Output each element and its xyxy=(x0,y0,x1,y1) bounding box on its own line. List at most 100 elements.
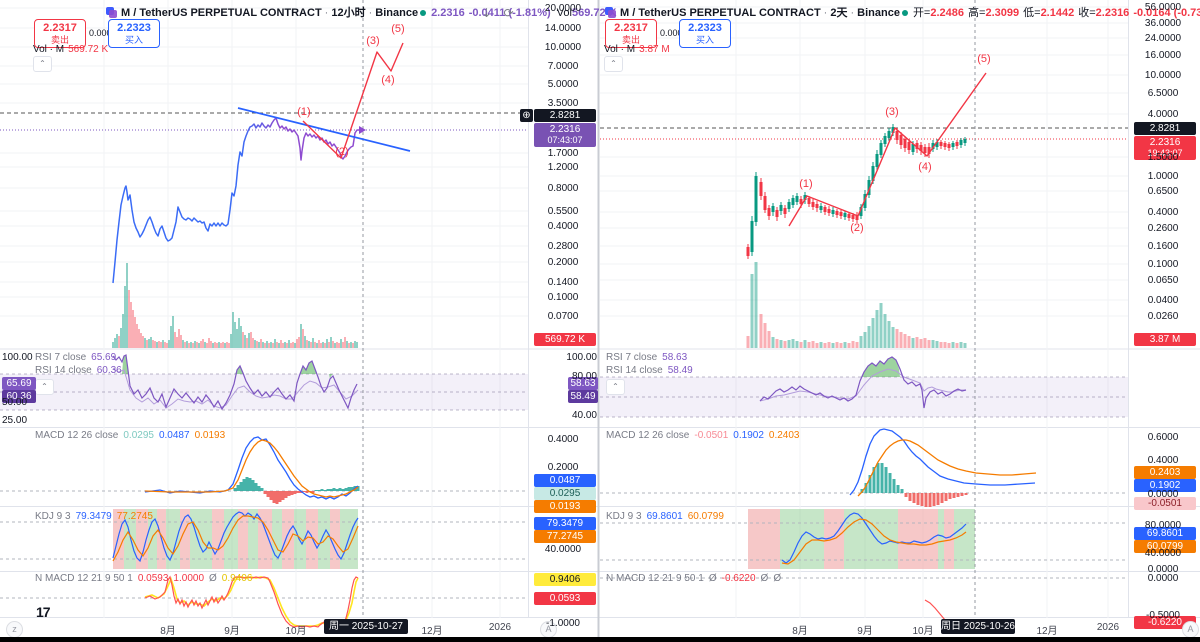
macd-scale-label[interactable]: 0.0000 xyxy=(1147,489,1179,500)
rsi7-label-row[interactable]: RSI 7 close 58.63 xyxy=(606,352,688,363)
kdj-k-badge: 79.3479 xyxy=(534,517,596,530)
price-scale-label[interactable]: 3.5000 xyxy=(547,98,579,109)
collapse-rsi-button[interactable]: ⌃ xyxy=(35,379,54,395)
kdj-scale-label[interactable]: 40.0000 xyxy=(1144,548,1182,559)
add-alert-plus-icon[interactable]: ⊕ xyxy=(520,109,533,122)
price-scale-label[interactable]: 7.0000 xyxy=(547,61,579,72)
time-axis-label[interactable]: 12月 xyxy=(1036,626,1058,637)
macd-scale-label[interactable]: 0.6000 xyxy=(1147,432,1179,443)
price-scale-label[interactable]: 0.6500 xyxy=(1147,186,1179,197)
price-scale-label[interactable]: 4.0000 xyxy=(1147,109,1179,120)
kdj-scale-label[interactable]: 40.0000 xyxy=(544,544,582,555)
upper-price-badge: 2.8281 xyxy=(1134,122,1196,135)
rsi-scale-label[interactable]: 100.00 xyxy=(2,352,33,363)
price-scale-label[interactable]: 0.1400 xyxy=(547,277,579,288)
nmacd-scale-label[interactable]: 0.0000 xyxy=(1147,573,1179,584)
price-scale-label[interactable]: 0.0260 xyxy=(1147,311,1179,322)
time-axis-label[interactable]: 9月 xyxy=(857,626,873,637)
price-scale-label[interactable]: 0.4000 xyxy=(547,221,579,232)
price-scale-label[interactable]: 20.0000 xyxy=(544,3,582,14)
interval-label[interactable]: 12小时 xyxy=(331,7,366,19)
price-scale-label[interactable]: 14.0000 xyxy=(544,23,582,34)
kdj-scale-label[interactable]: 80.0000 xyxy=(1144,520,1182,531)
price-scale-label[interactable]: 0.0650 xyxy=(1147,275,1179,286)
macd-badge: 0.1902 xyxy=(1134,479,1196,492)
nmacd-label-row[interactable]: N MACD 12 21 9 50 1 Ø -0.6220 Ø Ø xyxy=(606,573,782,584)
macd-scale-label[interactable]: 0.4000 xyxy=(1147,455,1179,466)
time-axis-label[interactable]: 2026 xyxy=(1096,622,1120,633)
price-scale-label[interactable]: 0.4000 xyxy=(1147,207,1179,218)
price-scale-label[interactable]: 0.2600 xyxy=(1147,223,1179,234)
macd-scale-label[interactable]: 0.2000 xyxy=(547,462,579,473)
right-a-button[interactable]: A xyxy=(1182,621,1199,638)
time-axis-label[interactable]: 9月 xyxy=(224,626,240,637)
time-axis-label[interactable]: 8月 xyxy=(160,626,176,637)
price-scale-label[interactable]: 0.5500 xyxy=(547,206,579,217)
price-scale-label[interactable]: 0.1000 xyxy=(547,292,579,303)
left-z-button[interactable]: z xyxy=(6,621,23,638)
time-axis-label[interactable]: 2026 xyxy=(488,622,512,633)
rsi14-label-row[interactable]: RSI 14 close 60.36 xyxy=(35,365,122,376)
rsi-scale-label[interactable]: 40.00 xyxy=(571,410,597,421)
rsi-scale-label[interactable]: 25.00 xyxy=(2,415,28,426)
symbol-name[interactable]: M / TetherUS PERPETUAL CONTRACT xyxy=(620,7,821,19)
kdj-d-badge: 60.0799 xyxy=(1134,540,1196,553)
price-scale-label[interactable]: 6.5000 xyxy=(1147,88,1179,99)
price-scale-label[interactable]: 10.0000 xyxy=(544,42,582,53)
nmacd-scale-label[interactable]: -0.5000 xyxy=(1146,610,1180,621)
rsi7-label-row[interactable]: RSI 7 close 65.69 xyxy=(35,352,117,363)
nmacd-scale-label[interactable]: -1.0000 xyxy=(546,618,580,629)
rsi-scale-label[interactable]: 100.00 xyxy=(566,352,597,363)
price-scale-label[interactable]: 0.1000 xyxy=(1147,259,1179,270)
sell-button[interactable]: 2.2317 卖出 xyxy=(605,19,657,48)
price-scale-label[interactable]: 10.0000 xyxy=(1144,70,1182,81)
price-scale-label[interactable]: 0.0700 xyxy=(547,311,579,322)
price-scale-label[interactable]: 0.8000 xyxy=(547,183,579,194)
rsi-scale-label[interactable]: 80.00 xyxy=(571,371,597,382)
price-scale-label[interactable]: 0.0400 xyxy=(1147,295,1179,306)
tradingview-logo[interactable]: 17 xyxy=(36,604,51,620)
price-scale-label[interactable]: 1.7000 xyxy=(547,148,579,159)
price-scale-label[interactable]: 36.0000 xyxy=(1144,18,1182,29)
rsi-scale-label[interactable]: 50.00 xyxy=(2,397,28,408)
time-axis-label[interactable]: 12月 xyxy=(421,626,443,637)
price-scale-label[interactable]: 56.0000 xyxy=(1144,2,1182,13)
rsi7-badge: 58.63 xyxy=(568,377,598,390)
rsi14-badge: 58.49 xyxy=(568,390,598,403)
collapse-pane-button[interactable]: ⌃ xyxy=(33,56,52,72)
price-scale-label[interactable]: 0.2800 xyxy=(547,241,579,252)
macd-scale-label[interactable]: 0.4000 xyxy=(547,434,579,445)
price-scale-label[interactable]: 24.0000 xyxy=(1144,33,1182,44)
price-scale-label[interactable]: 0.2000 xyxy=(547,257,579,268)
price-scale-label[interactable]: 5.0000 xyxy=(547,79,579,90)
sell-button[interactable]: 2.2317 卖出 xyxy=(34,19,86,48)
interval-label[interactable]: 2天 xyxy=(830,7,848,19)
symbol-name[interactable]: M / TetherUS PERPETUAL CONTRACT xyxy=(121,7,322,19)
price-scale-label[interactable]: 16.0000 xyxy=(1144,50,1182,61)
collapse-rsi-button[interactable]: ⌃ xyxy=(606,379,625,395)
price-scale-label[interactable]: 0.1600 xyxy=(1147,241,1179,252)
rsi14-label-row[interactable]: RSI 14 close 58.49 xyxy=(606,365,693,376)
scroll-to-recent-icon[interactable]: ⇣ xyxy=(481,6,492,20)
kdj-scale-label[interactable]: 0.0000 xyxy=(1147,564,1179,575)
nmacd-label-row[interactable]: N MACD 12 21 9 50 1 0.0593 1.0000 Ø 0.9406 xyxy=(35,573,253,584)
kdj-label-row[interactable]: KDJ 9 3 79.3479 77.2745 xyxy=(35,511,153,522)
macd-label-row[interactable]: MACD 12 26 close -0.0501 0.1902 0.2403 xyxy=(606,430,800,441)
upper-price-badge: 2.8281 xyxy=(534,109,596,122)
kdj-label-row[interactable]: KDJ 9 3 69.8601 60.0799 xyxy=(606,511,724,522)
price-scale-label[interactable]: 1.5000 xyxy=(1147,152,1179,163)
time-axis-label[interactable]: 10月 xyxy=(912,626,934,637)
buy-button[interactable]: 2.2323 买入 xyxy=(679,19,731,48)
elliott-wave-label: (5) xyxy=(391,23,405,35)
time-axis-label[interactable]: 10月 xyxy=(285,626,307,637)
price-scale-label[interactable]: 1.2000 xyxy=(547,162,579,173)
volume-badge: 3.87 M xyxy=(1134,333,1196,346)
time-axis-label[interactable]: 8月 xyxy=(792,626,808,637)
price-scale-label[interactable]: 1.0000 xyxy=(1147,171,1179,182)
macd-label-row[interactable]: MACD 12 26 close 0.0295 0.0487 0.0193 xyxy=(35,430,226,441)
buy-button[interactable]: 2.2323 买入 xyxy=(108,19,160,48)
elliott-wave-label: (4) xyxy=(918,161,932,173)
reset-chart-icon[interactable]: ⟳ xyxy=(503,6,514,20)
collapse-pane-button[interactable]: ⌃ xyxy=(604,56,623,72)
